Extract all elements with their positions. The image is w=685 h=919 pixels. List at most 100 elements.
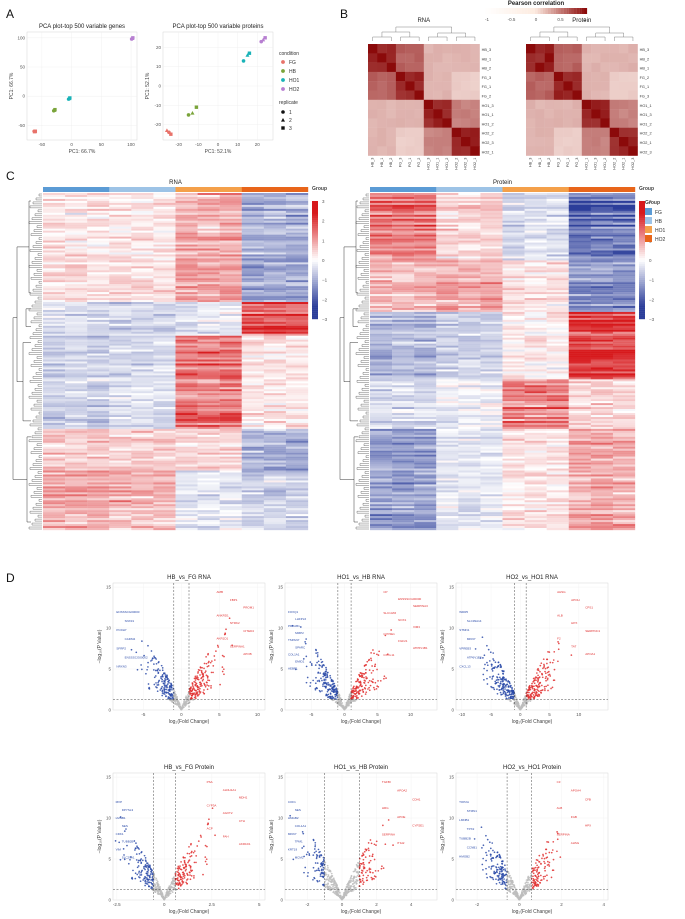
heatmap-cell — [502, 476, 525, 479]
heatmap-cell — [197, 246, 220, 249]
heatmap-cell — [219, 230, 242, 233]
heatmap-scale-segment — [639, 299, 645, 302]
heatmap-cell — [65, 524, 88, 527]
heatmap-cell — [392, 200, 415, 204]
heatmap-cell — [153, 282, 176, 285]
heatmap-cell — [175, 250, 198, 253]
heatmap-cell — [524, 288, 547, 291]
heatmap-cell — [153, 377, 176, 380]
heatmap-cell — [109, 256, 132, 259]
heatmap-cell — [43, 363, 66, 366]
heatmap-cell — [458, 442, 481, 445]
heatmap-cell — [219, 379, 242, 382]
heatmap-cell — [87, 220, 110, 223]
heatmap-cell — [131, 464, 154, 467]
heatmap-cell — [175, 331, 198, 334]
heatmap-cell — [568, 486, 591, 489]
heatmap-cell — [263, 300, 287, 303]
heatmap-cell — [392, 307, 415, 311]
heatmap-cell — [175, 373, 198, 376]
heatmap-cell — [524, 440, 547, 443]
heatmap-cell — [131, 401, 154, 404]
heatmap-cell — [546, 417, 569, 420]
volcano-point — [172, 687, 175, 690]
heatmap-cell — [109, 337, 132, 340]
heatmap-cell — [480, 484, 503, 487]
heatmap-cell — [524, 268, 547, 271]
heatmap-cell — [197, 486, 220, 489]
heatmap-cell — [263, 506, 287, 509]
corr-row-label: HO1_2 — [640, 122, 652, 126]
volcano-point — [147, 661, 149, 664]
heatmap-cell — [414, 228, 437, 231]
heatmap-cell — [480, 508, 503, 511]
heatmap-cell — [414, 504, 437, 507]
heatmap-cell — [197, 502, 220, 505]
heatmap-cell — [612, 490, 636, 493]
heatmap-cell — [458, 254, 481, 257]
heatmap-cell — [263, 516, 287, 519]
heatmap-cell — [241, 347, 264, 350]
corr-cell — [386, 146, 397, 156]
heatmap-cell — [392, 452, 415, 455]
panel-label-c: C — [6, 169, 15, 183]
heatmap-cell — [524, 256, 547, 259]
heatmap-cell — [436, 284, 459, 287]
heatmap-cell — [109, 428, 132, 432]
heatmap-cell — [43, 327, 66, 330]
heatmap-cell — [524, 258, 547, 261]
heatmap-cell — [109, 512, 132, 515]
heatmap-cell — [612, 399, 636, 402]
heatmap-cell — [458, 480, 481, 483]
heatmap-cell — [175, 518, 198, 521]
heatmap-cell — [87, 307, 110, 311]
heatmap-cell — [197, 323, 220, 326]
heatmap-cell — [524, 369, 547, 372]
heatmap-cell — [285, 317, 309, 321]
heatmap-cell — [568, 452, 591, 455]
heatmap-cell — [175, 367, 198, 370]
heatmap-cell — [524, 292, 547, 295]
corr-cell — [609, 127, 620, 138]
heatmap-cell — [219, 327, 242, 330]
legend-condition-title: condition — [279, 51, 299, 57]
heatmap-cell — [43, 292, 66, 295]
heatmap-cell — [436, 387, 459, 390]
heatmap-cell — [502, 417, 525, 420]
heatmap-cell — [263, 468, 287, 471]
corr-cell — [544, 127, 555, 138]
heatmap-cell — [524, 238, 547, 241]
colorbar-segment — [503, 8, 507, 14]
heatmap-cell — [612, 214, 636, 217]
heatmap-cell — [109, 391, 132, 394]
heatmap-cell — [414, 270, 437, 273]
heatmap-cell — [370, 218, 393, 221]
corr-cell — [619, 62, 629, 73]
corr-cell — [368, 146, 378, 156]
corr-cell — [544, 44, 555, 54]
corr-cell — [628, 137, 638, 147]
heatmap-cell — [43, 304, 66, 307]
heatmap-cell — [65, 274, 88, 277]
heatmap-cell — [370, 526, 393, 529]
heatmap-cell — [568, 397, 591, 400]
heatmap-cell — [109, 359, 132, 362]
heatmap-cell — [285, 218, 309, 221]
heatmap-cell — [458, 405, 481, 408]
heatmap-cell — [263, 319, 287, 323]
heatmap-cell — [109, 323, 132, 326]
heatmap-cell — [458, 226, 481, 229]
heatmap-cell — [612, 436, 636, 439]
heatmap-cell — [370, 385, 393, 388]
heatmap-cell — [612, 446, 636, 449]
heatmap-cell — [219, 272, 242, 275]
heatmap-scale-segment — [639, 230, 645, 233]
heatmap-cell — [197, 456, 220, 459]
heatmap-cell — [612, 309, 636, 313]
heatmap-cell — [436, 375, 459, 378]
heatmap-cell — [43, 468, 66, 471]
pca-point-HB — [53, 107, 57, 112]
corr-cell — [591, 90, 601, 100]
heatmap-cell — [109, 411, 132, 414]
heatmap-cell — [263, 254, 287, 257]
